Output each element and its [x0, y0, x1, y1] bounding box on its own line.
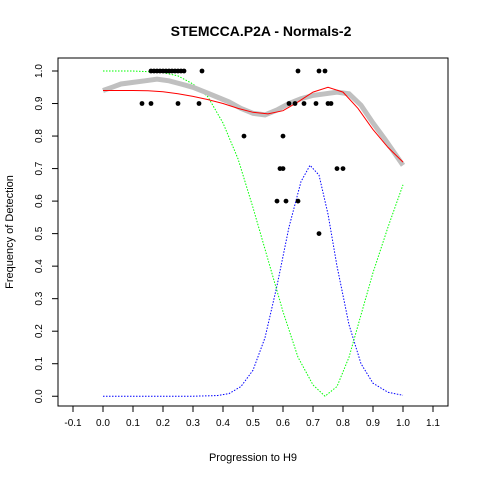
x-axis-label: Progression to H9	[209, 452, 297, 464]
data-point	[286, 101, 292, 106]
x-axis: -0.1 0.0 0.1 0.2 0.3 0.4 0.5 0.6 0.7 0.8 0.9 1.0 1.1	[64, 406, 440, 429]
data-point	[274, 198, 280, 204]
y-tick-label: 0.5	[34, 226, 45, 240]
data-point	[295, 68, 301, 74]
data-point	[295, 198, 301, 204]
data-point	[316, 231, 322, 237]
y-tick-label: 0.4	[34, 259, 45, 273]
data-point	[241, 133, 247, 139]
y-axis: 0.0 0.1 0.2 0.3 0.4 0.5 0.6 0.7 0.8 0.9 1.0	[34, 64, 58, 403]
y-tick-label: 0.8	[34, 129, 45, 143]
data-point	[199, 68, 205, 74]
x-tick-label: 0.9	[366, 418, 380, 429]
data-point	[280, 133, 286, 139]
x-tick-label: 0.4	[216, 418, 230, 429]
x-tick-label: 0.0	[96, 418, 110, 429]
data-point	[283, 198, 289, 204]
green-curve-group	[103, 70, 404, 397]
data-point	[196, 101, 202, 106]
data-point	[181, 68, 187, 74]
chart-title: STEMCCA.P2A - Normals-2	[171, 23, 352, 39]
data-point	[322, 68, 328, 74]
x-tick-label: 0.8	[336, 418, 350, 429]
x-tick-label: 1.0	[396, 418, 410, 429]
fit-curve	[103, 86, 404, 163]
fit-curve-group	[103, 86, 404, 163]
data-point	[139, 101, 145, 106]
data-point	[301, 101, 307, 106]
x-tick-label: 0.3	[186, 418, 200, 429]
y-tick-label: 0.3	[34, 291, 45, 305]
data-point	[292, 101, 298, 106]
data-point	[334, 166, 340, 172]
data-point	[313, 101, 319, 106]
x-tick-label: 0.6	[276, 418, 290, 429]
y-tick-label: 0.1	[34, 356, 45, 370]
y-tick-label: 1.0	[34, 64, 45, 78]
smooth-curve-group	[102, 76, 406, 167]
y-tick-label: 0.6	[34, 194, 45, 208]
data-point	[175, 101, 181, 106]
x-tick-label: -0.1	[64, 418, 82, 429]
data-point	[328, 101, 334, 106]
points-group	[139, 68, 346, 237]
x-tick-label: 0.1	[126, 418, 140, 429]
y-tick-label: 0.2	[34, 324, 45, 338]
data-point	[280, 166, 286, 172]
x-tick-label: 0.7	[306, 418, 320, 429]
y-tick-label: 0.9	[34, 96, 45, 110]
data-point	[316, 68, 322, 74]
x-tick-label: 0.5	[246, 418, 260, 429]
smooth-curve	[102, 76, 406, 167]
green-curve	[103, 70, 404, 397]
data-point	[340, 166, 346, 172]
data-point	[148, 101, 154, 106]
x-tick-label: 0.2	[156, 418, 170, 429]
x-tick-label: 1.1	[426, 418, 440, 429]
y-axis-label: Frequency of Detection	[4, 175, 16, 289]
y-tick-label: 0.0	[34, 389, 45, 403]
y-tick-label: 0.7	[34, 161, 45, 175]
